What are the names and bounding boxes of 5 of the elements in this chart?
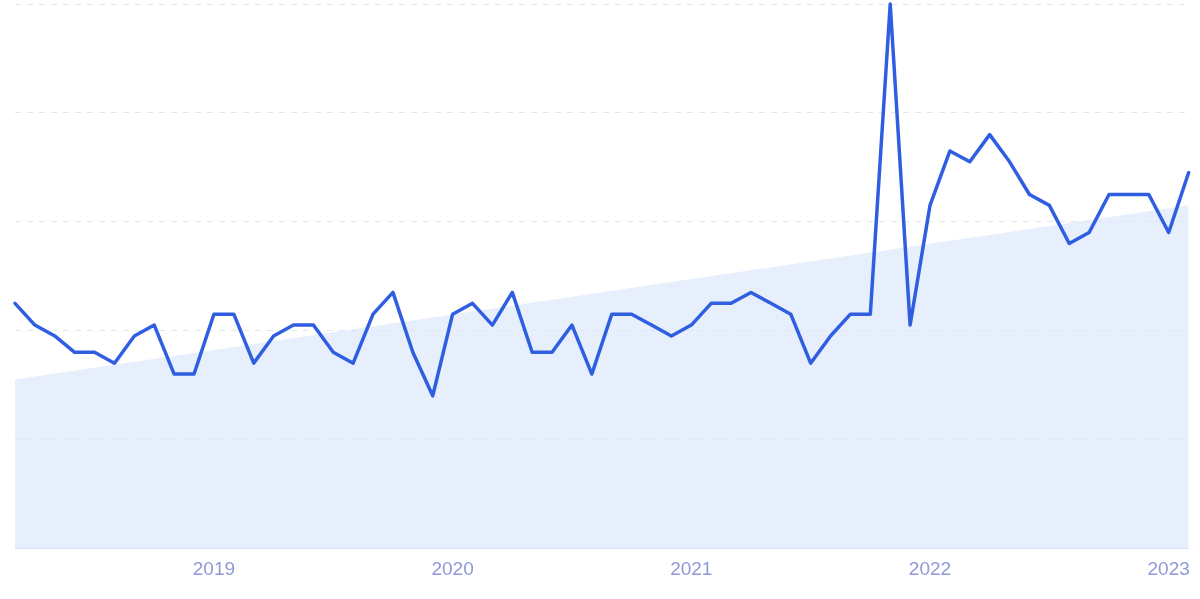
x-tick-label: 2019	[192, 557, 236, 579]
x-tick-label: 2023	[1147, 557, 1190, 579]
x-tick-label: 2020	[431, 557, 474, 579]
x-tick-label: 2021	[670, 557, 713, 579]
x-tick-label: 2022	[908, 557, 952, 579]
